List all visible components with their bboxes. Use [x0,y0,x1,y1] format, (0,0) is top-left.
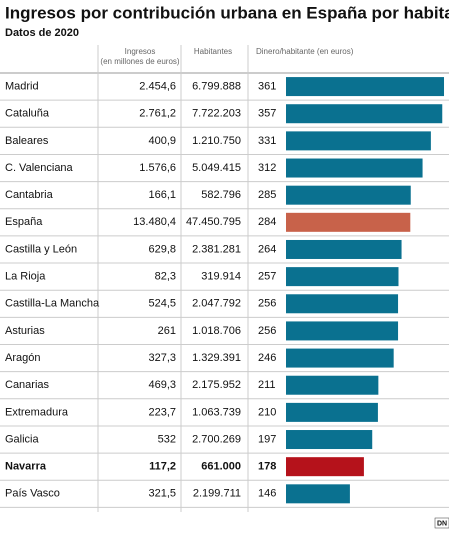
habitantes-cell: 7.722.203 [192,108,241,120]
row-label: País Vasco [5,488,60,500]
value-label: 178 [258,461,276,473]
ingresos-cell: 400,9 [148,135,176,147]
bar [286,402,378,422]
ingresos-cell: 2.761,2 [139,108,176,120]
row-label: Asturias [5,325,45,337]
value-label: 264 [258,243,276,255]
row-label: Navarra [5,461,47,473]
row-label: Cantabria [5,189,54,201]
column-header: (en millones de euros) [100,57,179,66]
value-label: 361 [258,80,276,92]
chart-title: Ingresos por contribución urbana en Espa… [5,3,449,22]
chart-subtitle: Datos de 2020 [5,27,79,39]
habitantes-cell: 1.210.750 [192,135,241,147]
habitantes-cell: 661.000 [201,461,241,473]
habitantes-cell: 47.450.795 [186,216,241,228]
value-label: 285 [258,189,276,201]
bar [286,375,379,395]
habitantes-cell: 2.199.711 [193,488,241,500]
column-header: Dinero/habitante (en euros) [256,47,354,56]
bar [286,104,443,124]
bar [286,294,399,314]
bar [286,430,373,450]
ingresos-cell: 1.576,6 [139,162,176,174]
habitantes-cell: 582.796 [201,189,241,201]
ingresos-cell: 327,3 [148,352,176,364]
habitantes-cell: 1.329.391 [192,352,241,364]
bar [286,239,402,259]
column-header: Ingresos [125,47,156,56]
row-label: España [5,216,43,228]
habitantes-cell: 2.175.952 [192,379,241,391]
habitantes-cell: 6.799.888 [192,80,241,92]
row-label: La Rioja [5,271,46,283]
value-label: 284 [258,216,276,228]
value-label: 256 [258,325,276,337]
ingresos-cell: 13.480,4 [133,216,176,228]
ingresos-cell: 532 [158,433,176,445]
ingresos-cell: 166,1 [148,189,176,201]
bar [286,158,423,178]
habitantes-cell: 1.018.706 [192,325,241,337]
row-label: Canarias [5,379,50,391]
ingresos-cell: 629,8 [148,243,176,255]
logo: DN [437,520,447,527]
value-label: 357 [258,108,276,120]
row-label: Galicia [5,433,40,445]
ingresos-cell: 469,3 [148,379,176,391]
value-label: 211 [258,379,276,391]
value-label: 210 [258,406,276,418]
habitantes-cell: 2.700.269 [192,433,241,445]
value-label: 146 [258,488,276,500]
value-label: 246 [258,352,276,364]
ingresos-cell: 2.454,6 [139,80,176,92]
bar [286,131,431,151]
row-label: Extremadura [5,406,69,418]
value-label: 256 [258,298,276,310]
bar [286,457,364,477]
habitantes-cell: 319.914 [201,271,241,283]
logo-box [434,517,449,529]
ingresos-cell: 223,7 [148,406,176,418]
value-label: 197 [258,433,276,445]
column-header: Habitantes [194,47,232,56]
habitantes-cell: 2.047.792 [192,298,241,310]
value-label: 331 [258,135,276,147]
bar [286,77,445,97]
habitantes-cell: 2.381.281 [192,243,241,255]
bar [286,267,399,287]
bar [286,212,411,232]
ingresos-cell: 321,5 [148,488,176,500]
ingresos-cell: 117,2 [149,461,176,473]
row-label: Castilla-La Mancha [5,298,100,310]
ingresos-cell: 82,3 [155,271,176,283]
row-label: Castilla y León [5,243,77,255]
row-label: Aragón [5,352,40,364]
bar [286,185,411,205]
bar [286,321,399,341]
ingresos-cell: 524,5 [148,298,176,310]
row-label: Cataluña [5,108,50,120]
habitantes-cell: 1.063.739 [192,406,241,418]
row-label: C. Valenciana [5,162,74,174]
value-label: 312 [258,162,276,174]
bar [286,348,394,368]
row-label: Baleares [5,135,49,147]
ingresos-cell: 261 [158,325,176,337]
habitantes-cell: 5.049.415 [192,162,241,174]
value-label: 257 [258,271,276,283]
bar [286,484,350,504]
row-label: Madrid [5,80,39,92]
